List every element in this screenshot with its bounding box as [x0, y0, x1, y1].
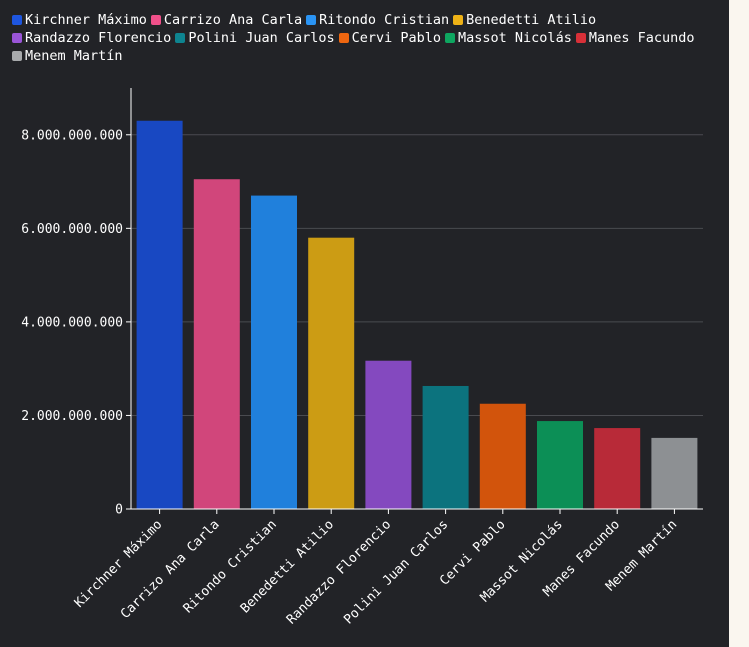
- bar-carrizo-ana-carla: [193, 179, 240, 509]
- y-tick-label: 8.000.000.000: [21, 128, 123, 143]
- y-tick-label: 2.000.000.000: [21, 409, 123, 424]
- legend-label: Menem Martín: [25, 48, 123, 64]
- legend-swatch: [338, 33, 349, 43]
- bar-chart: 0 2.000.000.000 4.000.000.000 6.000.000.000…: [21, 88, 703, 627]
- legend-item-ritondo-cristian[interactable]: Ritondo Cristian: [306, 12, 449, 28]
- y-tick-label: 4.000.000.000: [21, 315, 123, 330]
- legend-label: Manes Facundo: [588, 30, 695, 46]
- chart-legend: Kirchner Máximo Carrizo Ana Carla Ritondo …: [12, 12, 712, 64]
- legend-swatch: [306, 15, 317, 25]
- legend-label: Randazzo Florencio: [25, 30, 172, 46]
- y-tick-label: 0: [115, 503, 123, 518]
- legend-swatch: [453, 15, 464, 25]
- bar-menem-martin: [651, 437, 698, 509]
- legend-swatch: [175, 33, 186, 43]
- x-tick-label: Randazzo Florencio: [284, 517, 394, 627]
- legend-label: Kirchner Máximo: [25, 12, 147, 28]
- legend-label: Ritondo Cristian: [319, 12, 450, 28]
- legend-item-manes-facundo[interactable]: Manes Facundo: [575, 30, 695, 46]
- legend-swatch: [12, 15, 22, 25]
- legend-label: Massot Nicolás: [458, 30, 572, 46]
- y-tick-label: 6.000.000.000: [21, 222, 123, 237]
- legend-label: Cervi Pablo: [351, 30, 442, 46]
- chart-panel: Kirchner Máximo Carrizo Ana Carla Ritondo …: [0, 0, 729, 647]
- bar-polini-juan-carlos: [422, 385, 469, 509]
- legend-item-polini-juan-carlos[interactable]: Polini Juan Carlos: [175, 30, 335, 46]
- x-tick-label: Ritondo Cristian: [181, 517, 280, 616]
- bar-kirchner-maximo: [136, 120, 183, 509]
- legend-item-benedetti-atilio[interactable]: Benedetti Atilio: [453, 12, 596, 28]
- legend-item-carrizo-ana-carla[interactable]: Carrizo Ana Carla: [150, 12, 303, 28]
- legend-item-kirchner-maximo[interactable]: Kirchner Máximo: [12, 12, 147, 28]
- legend-swatch: [12, 33, 22, 43]
- x-tick-label: Carrizo Ana Carla: [118, 517, 223, 622]
- legend-label: Benedetti Atilio: [466, 12, 597, 28]
- bar-ritondo-cristian: [251, 195, 297, 510]
- x-tick-label: Polini Juan Carlos: [341, 517, 451, 627]
- legend-swatch: [575, 33, 586, 43]
- legend-label: Polini Juan Carlos: [188, 30, 335, 46]
- bar-randazzo-florencio: [365, 360, 412, 509]
- legend-swatch: [12, 51, 22, 61]
- legend-item-randazzo-florencio[interactable]: Randazzo Florencio: [12, 30, 171, 46]
- legend-item-massot-nicolas[interactable]: Massot Nicolás: [445, 30, 572, 46]
- legend-swatch: [150, 15, 161, 25]
- bar-cervi-pablo: [479, 403, 526, 509]
- bar-benedetti-atilio: [308, 237, 355, 509]
- bar-manes-facundo: [594, 428, 641, 509]
- legend-item-cervi-pablo[interactable]: Cervi Pablo: [338, 30, 442, 46]
- legend-swatch: [445, 33, 456, 43]
- x-tick-label: Benedetti Atilio: [238, 517, 337, 616]
- legend-item-menem-martin[interactable]: Menem Martín: [12, 48, 123, 64]
- legend-label: Carrizo Ana Carla: [163, 12, 303, 28]
- bar-massot-nicolas: [537, 421, 583, 509]
